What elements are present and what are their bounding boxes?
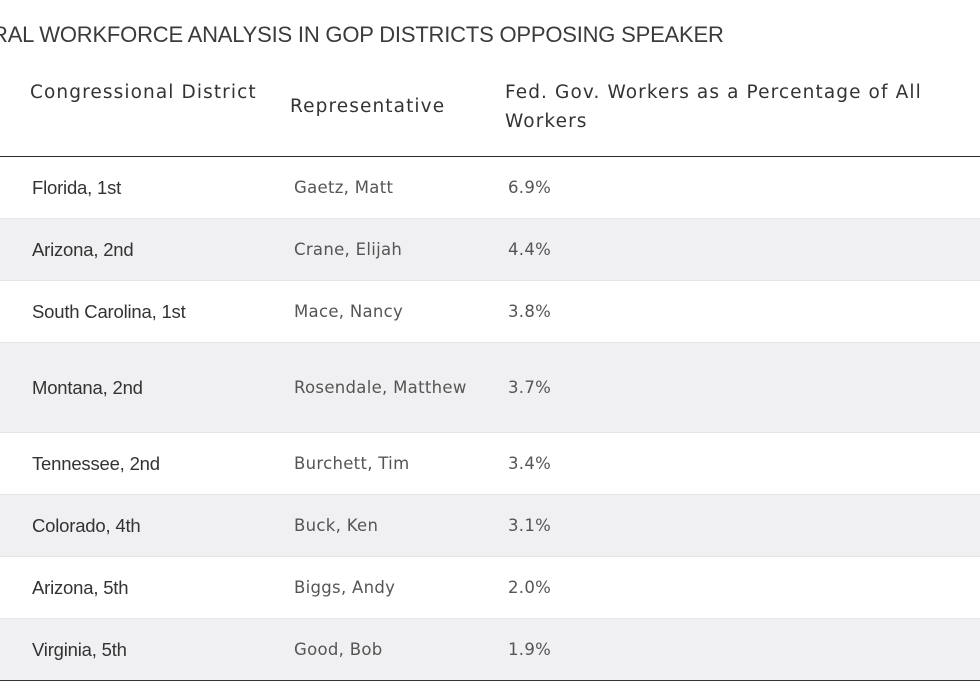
- representative-cell: Buck, Ken: [294, 515, 379, 535]
- representative-cell: Crane, Elijah: [294, 239, 403, 259]
- representative-cell: Biggs, Andy: [294, 577, 396, 597]
- table-row: South Carolina, 1st Mace, Nancy 3.8%: [0, 281, 980, 343]
- percentage-cell: 3.1%: [508, 516, 552, 535]
- column-header-district: Congressional District: [30, 82, 257, 103]
- table-row: Virginia, 5th Good, Bob 1.9%: [0, 619, 980, 681]
- column-header-representative: Representative: [290, 96, 446, 117]
- district-cell: Arizona, 5th: [32, 576, 129, 598]
- table-header-row: Congressional District Representative Fe…: [0, 68, 980, 157]
- table-row: Arizona, 2nd Crane, Elijah 4.4%: [0, 219, 980, 281]
- representative-cell: Gaetz, Matt: [294, 177, 394, 197]
- percentage-cell: 6.9%: [508, 178, 552, 197]
- district-cell: Colorado, 4th: [32, 514, 141, 536]
- percentage-cell: 3.7%: [508, 378, 552, 397]
- representative-cell: Mace, Nancy: [294, 301, 404, 321]
- representative-cell: Rosendale, Matthew: [294, 377, 467, 397]
- district-cell: Montana, 2nd: [32, 376, 143, 398]
- district-cell: South Carolina, 1st: [32, 300, 186, 322]
- table-row: Montana, 2nd Rosendale, Matthew 3.7%: [0, 343, 980, 433]
- table-row: Arizona, 5th Biggs, Andy 2.0%: [0, 557, 980, 619]
- percentage-cell: 2.0%: [508, 578, 552, 597]
- percentage-cell: 1.9%: [508, 640, 552, 659]
- district-cell: Tennessee, 2nd: [32, 452, 160, 474]
- percentage-cell: 3.4%: [508, 454, 552, 473]
- percentage-cell: 4.4%: [508, 240, 552, 259]
- table-body: Florida, 1st Gaetz, Matt 6.9% Arizona, 2…: [0, 157, 980, 681]
- representative-cell: Good, Bob: [294, 639, 383, 659]
- district-cell: Florida, 1st: [32, 176, 122, 198]
- representative-cell: Burchett, Tim: [294, 453, 410, 473]
- table-title: RAL WORKFORCE ANALYSIS IN GOP DISTRICTS …: [0, 22, 724, 47]
- percentage-cell: 3.8%: [508, 302, 552, 321]
- column-header-percentage: Fed. Gov. Workers as a Percentage of All…: [505, 82, 922, 132]
- district-cell: Virginia, 5th: [32, 638, 127, 660]
- table-row: Tennessee, 2nd Burchett, Tim 3.4%: [0, 433, 980, 495]
- workforce-table: Congressional District Representative Fe…: [0, 68, 980, 681]
- table-row: Colorado, 4th Buck, Ken 3.1%: [0, 495, 980, 557]
- district-cell: Arizona, 2nd: [32, 238, 134, 260]
- table-row: Florida, 1st Gaetz, Matt 6.9%: [0, 157, 980, 219]
